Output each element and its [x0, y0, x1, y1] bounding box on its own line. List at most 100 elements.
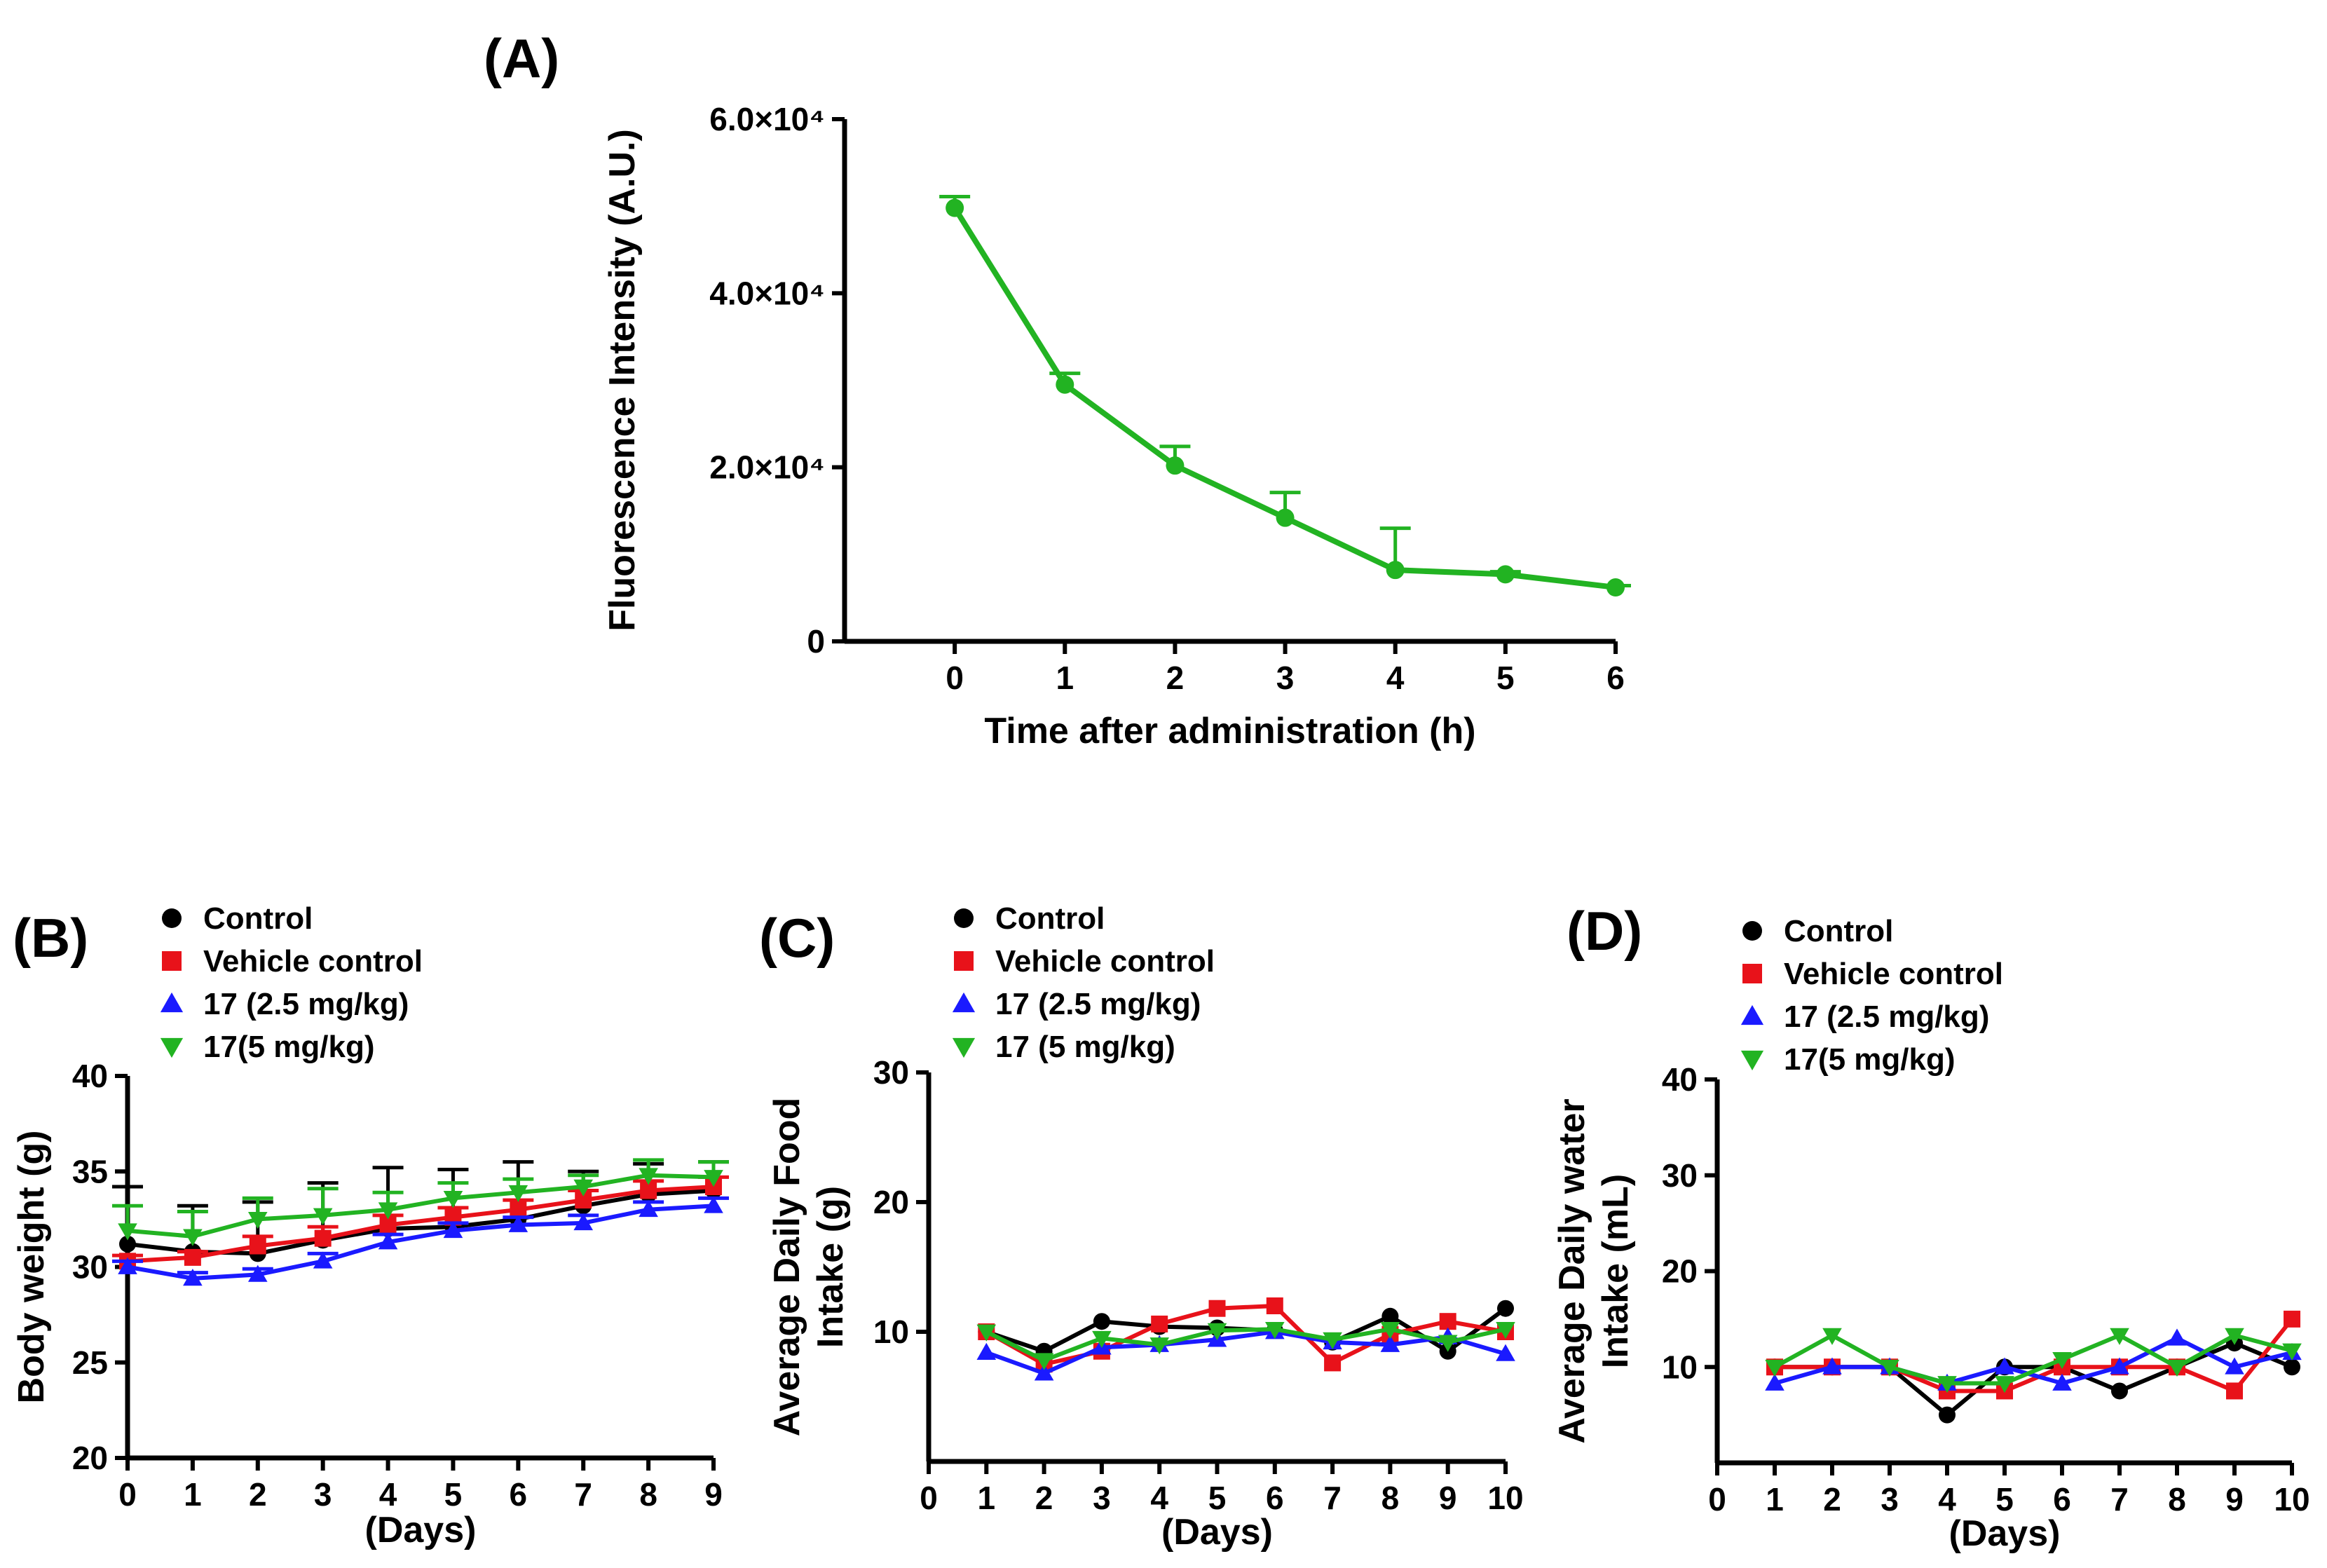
legend: Control Vehicle control 17 (2.5 mg/kg) 17(5… — [160, 901, 423, 1064]
legend-item: Vehicle control — [954, 944, 1215, 979]
x-tick-label: 5 — [1496, 660, 1515, 696]
data-point — [1166, 456, 1185, 475]
legend-label: Vehicle control — [203, 944, 423, 979]
y-tick-label: 20 — [873, 1184, 909, 1220]
x-tick-label: 3 — [1881, 1481, 1899, 1518]
legend-label: 17(5 mg/kg) — [203, 1030, 375, 1064]
y-tick-label: 20 — [1662, 1253, 1698, 1290]
series-2 — [1766, 1310, 2300, 1400]
x-tick-label: 9 — [2225, 1481, 2244, 1518]
series-1 — [939, 195, 1631, 597]
y-tick-label: 10 — [873, 1314, 909, 1350]
x-axis-title: (Days) — [1161, 1512, 1273, 1553]
legend-label: Control — [995, 901, 1105, 936]
data-point — [2052, 1373, 2072, 1391]
legend-item: Control — [954, 901, 1105, 936]
legend-label: Vehicle control — [1784, 957, 2003, 991]
data-point — [1439, 1313, 1456, 1330]
data-point — [2282, 1343, 2302, 1361]
legend-marker — [1742, 921, 1762, 941]
data-point — [2052, 1351, 2072, 1370]
y-tick-label: 20 — [72, 1440, 108, 1476]
data-point — [704, 1196, 723, 1213]
legend-marker — [162, 908, 182, 928]
x-tick-label: 2 — [249, 1476, 267, 1513]
legend-item: Control — [1742, 914, 1893, 948]
legend-marker — [160, 1037, 184, 1058]
data-point — [639, 1168, 658, 1185]
data-point — [2110, 1328, 2129, 1345]
data-point — [2284, 1358, 2300, 1376]
y-axis-title-line: Intake (g) — [810, 1186, 851, 1348]
y-axis-title: Fluorescence Intensity (A.U.) — [602, 129, 643, 632]
x-tick-label: 2 — [1166, 660, 1185, 696]
y-tick-label: 40 — [72, 1058, 108, 1094]
legend: Control Vehicle control 17 (2.5 mg/kg) 17(5… — [1740, 914, 2003, 1077]
panel-label: (D) — [1567, 900, 1642, 962]
data-point — [1822, 1357, 1842, 1375]
data-point — [118, 1257, 137, 1274]
series-line — [985, 1327, 1506, 1363]
series-4 — [1765, 1328, 2302, 1393]
series-line — [985, 1304, 1506, 1367]
x-tick-label: 3 — [1276, 660, 1295, 696]
legend-label: 17 (2.5 mg/kg) — [1784, 1000, 1989, 1034]
y-axis-title: Body weight (g) — [11, 1131, 52, 1404]
x-tick-label: 10 — [1487, 1480, 1523, 1516]
data-point — [2225, 1357, 2244, 1375]
legend-marker — [952, 1037, 976, 1058]
x-tick-label: 1 — [1056, 660, 1074, 696]
data-point — [976, 1324, 997, 1342]
panel-b: (B) 20 25 30 35 40 0 1 2 3 4 5 6 7 8 9 (Days) Body weight… — [11, 901, 729, 1550]
panel-a: (A) 0 2.0×10⁴ 4.0×10⁴ 6.0×10⁴ 0 1 2 3 4 5 6 Time aft… — [484, 27, 1631, 751]
data-point — [1034, 1353, 1054, 1370]
legend-marker — [954, 908, 974, 928]
legend-label: Control — [1784, 914, 1893, 948]
data-point — [314, 1229, 332, 1247]
legend-marker — [162, 951, 182, 971]
x-tick-label: 7 — [2110, 1481, 2129, 1518]
data-point — [1380, 1321, 1400, 1339]
x-tick-label: 0 — [118, 1476, 137, 1513]
data-point — [249, 1237, 266, 1255]
y-axis-title-line: Intake (mL) — [1595, 1174, 1636, 1368]
legend-item: 17(5 mg/kg) — [160, 1030, 375, 1064]
data-point — [1092, 1330, 1112, 1349]
data-point — [2284, 1310, 2300, 1328]
x-tick-label: 6 — [1266, 1480, 1284, 1516]
data-point — [2167, 1359, 2187, 1377]
legend-item: Vehicle control — [162, 944, 423, 979]
data-point — [1765, 1359, 1785, 1377]
legend-item: 17 (2.5 mg/kg) — [160, 987, 409, 1021]
x-tick-label: 8 — [639, 1476, 657, 1513]
x-tick-label: 6 — [1606, 660, 1625, 696]
y-tick-label: 30 — [1662, 1157, 1698, 1194]
data-point — [118, 1223, 137, 1241]
series-line — [1773, 1333, 2293, 1386]
legend-label: Control — [203, 901, 313, 936]
legend-item: 17 (2.5 mg/kg) — [952, 987, 1201, 1021]
series-4 — [976, 1321, 1515, 1370]
legend-marker — [954, 951, 974, 971]
panel-c: (C) 10 20 30 0 1 2 3 4 5 6 7 8 9 10 (Days) Average Daily… — [759, 901, 1524, 1553]
x-tick-label: 0 — [946, 660, 964, 696]
series-2 — [112, 1175, 729, 1270]
data-point — [1765, 1373, 1785, 1391]
y-tick-label: 30 — [72, 1249, 108, 1286]
data-point — [378, 1232, 398, 1250]
data-point — [378, 1202, 398, 1220]
data-point — [1386, 561, 1405, 580]
legend-marker — [1740, 1050, 1764, 1071]
x-axis-title: (Days) — [1949, 1513, 2061, 1554]
data-point — [184, 1248, 201, 1266]
legend-marker — [1740, 1004, 1764, 1025]
data-point — [313, 1251, 333, 1269]
legend: Control Vehicle control 17 (2.5 mg/kg) 17 (… — [952, 901, 1215, 1064]
data-point — [2110, 1357, 2129, 1375]
x-tick-label: 3 — [1093, 1480, 1111, 1516]
x-tick-label: 8 — [1381, 1480, 1400, 1516]
series-4 — [112, 1158, 729, 1246]
data-point — [2226, 1382, 2243, 1400]
data-point — [1496, 1321, 1515, 1339]
